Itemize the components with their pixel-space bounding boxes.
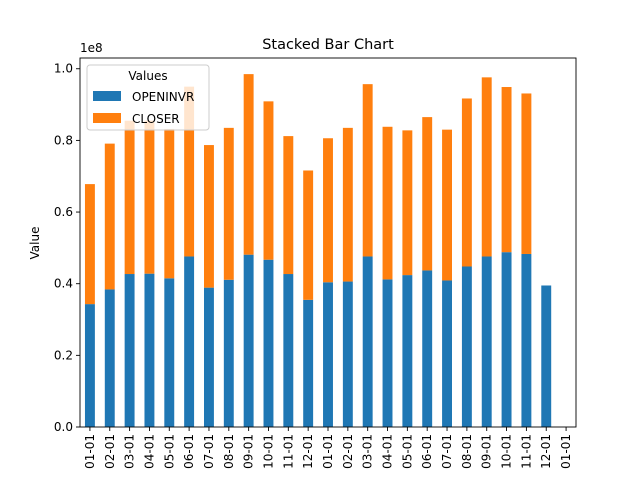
bar-closer-13 xyxy=(342,127,353,282)
x-tick-label: 02-01 xyxy=(341,434,355,469)
x-tick-label: 02-01 xyxy=(103,434,117,469)
x-tick-label: 01-01 xyxy=(559,434,573,469)
x-tick-label: 11-01 xyxy=(281,434,295,469)
bar-closer-9 xyxy=(263,101,274,260)
x-tick-label: 09-01 xyxy=(480,434,494,469)
y-tick-label: 1.0 xyxy=(54,62,73,76)
x-tick-label: 06-01 xyxy=(420,434,434,469)
x-tick-label: 04-01 xyxy=(142,434,156,469)
bar-openinvr-6 xyxy=(204,287,214,427)
x-tick-label: 12-01 xyxy=(539,434,553,469)
bar-closer-19 xyxy=(461,98,472,267)
x-tick-label: 08-01 xyxy=(460,434,474,469)
bar-openinvr-18 xyxy=(442,280,452,427)
bar-closer-17 xyxy=(422,117,433,271)
bar-openinvr-1 xyxy=(104,289,115,427)
bar-closer-8 xyxy=(243,74,254,255)
x-tick-label: 05-01 xyxy=(162,434,176,469)
bar-closer-7 xyxy=(223,127,234,280)
bars-layer xyxy=(84,74,552,427)
legend-label-closer: CLOSER xyxy=(132,112,180,126)
bar-openinvr-11 xyxy=(303,299,314,427)
y-tick-label: 0.0 xyxy=(54,420,73,434)
axes-layer: 0.0 0.2 0.4 0.6 0.8 1.0 01-01 02-01 03-01 04-01 05… xyxy=(54,57,577,469)
x-tick-label: 03-01 xyxy=(123,434,137,469)
bar-openinvr-10 xyxy=(283,274,294,427)
legend-label-openinvr: OPENINVR xyxy=(132,90,194,104)
bar-closer-10 xyxy=(283,136,294,275)
bar-openinvr-4 xyxy=(164,278,175,427)
bar-closer-15 xyxy=(382,126,393,280)
bar-openinvr-16 xyxy=(402,275,413,427)
bar-openinvr-9 xyxy=(263,259,274,427)
bar-openinvr-17 xyxy=(422,270,433,427)
bar-openinvr-22 xyxy=(521,253,532,427)
legend: Values OPENINVR CLOSER xyxy=(86,64,210,131)
x-tick-label: 08-01 xyxy=(222,434,236,469)
x-tick-label: 04-01 xyxy=(381,434,395,469)
y-tick-label: 0.6 xyxy=(54,205,73,219)
chart-title: Stacked Bar Chart xyxy=(262,37,394,53)
bar-closer-2 xyxy=(124,120,135,275)
bar-openinvr-13 xyxy=(342,281,353,427)
y-tick-label: 0.8 xyxy=(54,133,73,147)
x-tick-label: 10-01 xyxy=(261,434,275,469)
bar-openinvr-20 xyxy=(481,256,492,427)
bar-openinvr-8 xyxy=(243,254,254,427)
bar-closer-21 xyxy=(501,87,512,253)
x-tick-label: 07-01 xyxy=(202,434,216,469)
bar-openinvr-23 xyxy=(541,285,552,427)
bar-openinvr-21 xyxy=(501,252,512,427)
bar-closer-22 xyxy=(521,93,532,254)
bar-openinvr-15 xyxy=(382,279,393,427)
y-tick-label: 0.2 xyxy=(54,348,73,362)
x-tick-label: 09-01 xyxy=(242,434,256,469)
x-tick-label: 01-01 xyxy=(83,434,97,469)
bar-openinvr-19 xyxy=(461,266,472,427)
x-tick-label: 06-01 xyxy=(182,434,196,469)
bar-closer-0 xyxy=(84,184,95,305)
y-tick-label: 0.4 xyxy=(54,277,73,291)
bar-closer-14 xyxy=(362,84,373,257)
x-tick-label: 01-01 xyxy=(321,434,335,469)
x-tick-label: 03-01 xyxy=(361,434,375,469)
bar-closer-6 xyxy=(204,145,214,288)
bar-openinvr-14 xyxy=(362,256,373,427)
x-tick-label: 11-01 xyxy=(519,434,533,469)
bar-closer-18 xyxy=(442,129,452,281)
bar-openinvr-12 xyxy=(323,282,333,427)
x-tick-label: 07-01 xyxy=(440,434,454,469)
bar-openinvr-2 xyxy=(124,274,135,427)
bar-openinvr-0 xyxy=(84,304,95,427)
bar-openinvr-7 xyxy=(223,279,234,427)
bar-closer-4 xyxy=(164,128,175,279)
bar-closer-11 xyxy=(303,170,314,300)
bar-closer-5 xyxy=(184,86,195,257)
bar-closer-16 xyxy=(402,130,413,276)
bar-openinvr-5 xyxy=(184,256,195,427)
bar-closer-20 xyxy=(481,77,492,257)
y-scale-label: 1e8 xyxy=(80,41,103,55)
x-tick-label: 10-01 xyxy=(500,434,514,469)
x-tick-label: 12-01 xyxy=(301,434,315,469)
bar-closer-1 xyxy=(104,143,115,290)
bar-closer-3 xyxy=(144,120,155,274)
legend-swatch-closer xyxy=(93,113,121,123)
bar-openinvr-3 xyxy=(144,273,155,427)
bar-closer-12 xyxy=(323,138,333,283)
legend-title: Values xyxy=(128,69,167,83)
x-tick-label: 05-01 xyxy=(400,434,414,469)
y-axis-label: Value xyxy=(28,227,42,260)
legend-swatch-openinvr xyxy=(93,91,121,101)
